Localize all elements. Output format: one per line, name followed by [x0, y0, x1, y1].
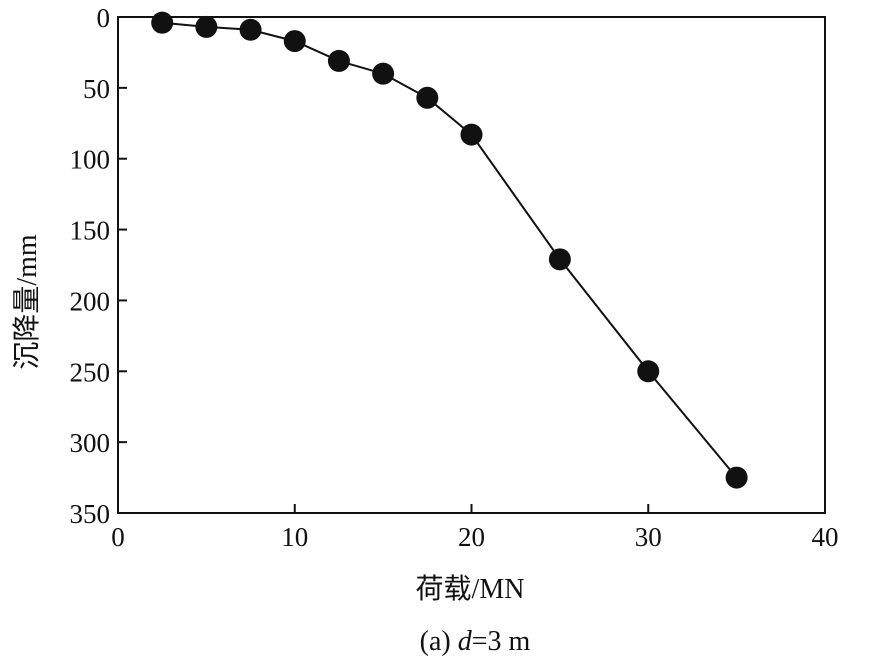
- y-tick-label-300: 300: [70, 428, 111, 458]
- caption-variable: d: [458, 626, 473, 657]
- y-tick-label-100: 100: [70, 145, 111, 175]
- x-tick-label-30: 30: [635, 522, 662, 552]
- x-tick-label-0: 0: [111, 522, 125, 552]
- chart-caption: (a) d=3 m: [420, 626, 531, 657]
- data-point: [195, 15, 218, 38]
- data-point: [548, 248, 571, 271]
- x-tick-label-10: 10: [281, 522, 308, 552]
- y-tick-label-150: 150: [70, 216, 111, 246]
- data-point: [460, 123, 483, 146]
- y-tick-label-0: 0: [97, 3, 111, 33]
- y-tick-label-350: 350: [70, 499, 111, 529]
- data-point: [725, 466, 748, 489]
- y-tick-label-200: 200: [70, 286, 111, 316]
- caption-prefix: (a): [420, 626, 458, 657]
- series-line-0: [162, 21, 738, 479]
- y-axis-label: 沉降量/mm: [11, 234, 43, 370]
- y-tick-label-50: 50: [83, 74, 110, 104]
- x-tick-label-20: 20: [458, 522, 485, 552]
- data-point: [637, 360, 660, 383]
- data-point: [151, 11, 174, 34]
- caption-suffix: =3 m: [472, 626, 531, 657]
- data-point: [327, 49, 350, 72]
- y-tick-label-250: 250: [70, 357, 111, 387]
- plot-area: 0 10 20 30 40 0 50 100 150 200 250 300 350: [70, 3, 839, 552]
- x-tick-label-40: 40: [812, 522, 839, 552]
- x-axis-label: 荷载/MN: [416, 573, 525, 605]
- plot-frame: [117, 16, 826, 514]
- data-point: [239, 18, 262, 41]
- data-point: [283, 30, 306, 53]
- data-point: [372, 62, 395, 85]
- data-point: [416, 86, 439, 109]
